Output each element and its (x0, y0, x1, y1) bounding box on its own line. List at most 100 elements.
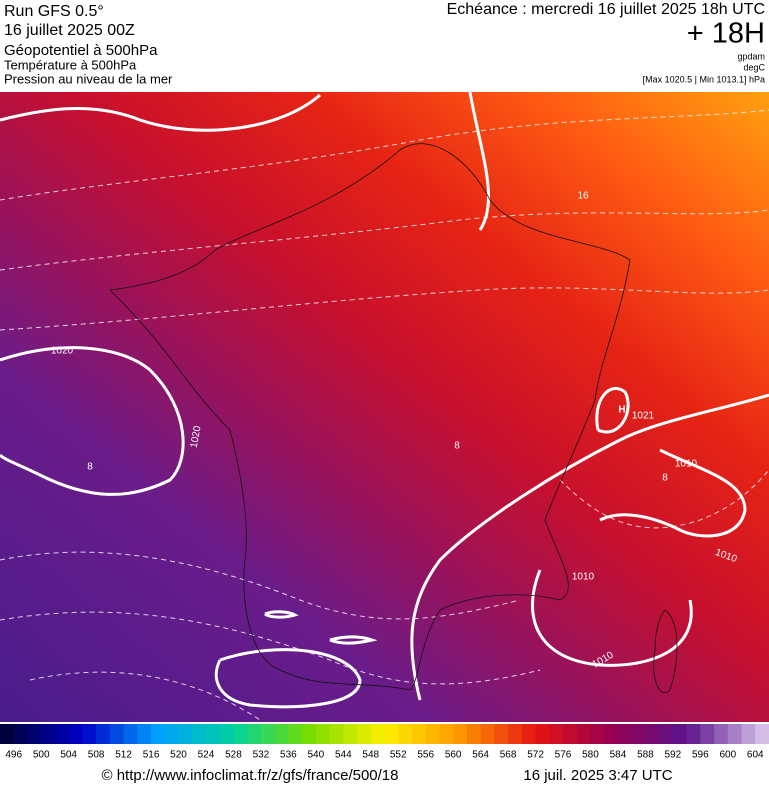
colorbar-swatch (178, 724, 193, 744)
colorbar-label: 604 (747, 750, 764, 761)
footer-date: 16 juil. 2025 3:47 UTC (523, 767, 672, 784)
colorbar-label: 548 (362, 750, 379, 761)
colorbar-label: 528 (225, 750, 242, 761)
field-label: Pression au niveau de la mer (4, 71, 173, 86)
map-field (0, 92, 769, 722)
pressure-range: [Max 1020.5 | Min 1013.1] hPa (643, 74, 765, 84)
colorbar-swatch (123, 724, 138, 744)
colorbar-label: 512 (115, 750, 132, 761)
contour-label: 8 (87, 462, 93, 473)
colorbar-label: 588 (637, 750, 654, 761)
colorbar-label: 584 (610, 750, 627, 761)
colorbar-swatch (357, 724, 372, 744)
contour-label: 1010 (675, 459, 698, 470)
colorbar-swatch (741, 724, 756, 744)
contour-label: 8 (454, 441, 460, 452)
colorbar-swatch (686, 724, 701, 744)
colorbar-swatch (617, 724, 633, 744)
colorbar-swatch (13, 724, 28, 744)
colorbar-swatch (411, 724, 427, 744)
colorbar-label: 556 (417, 750, 434, 761)
coastlines (109, 143, 678, 693)
colorbar-label: 516 (143, 750, 160, 761)
colorbar-label: 536 (280, 750, 297, 761)
unit: degC (743, 62, 765, 72)
header: Run GFS 0.5° 16 juillet 2025 00Z Géopote… (4, 1, 766, 86)
colorbar-label: 504 (60, 750, 77, 761)
colorbar-label: 496 (5, 750, 22, 761)
temperature-lines (0, 109, 769, 721)
colorbar-swatch (219, 724, 234, 744)
colorbar-swatch (590, 724, 605, 744)
colorbar-swatch (535, 724, 550, 744)
colorbar-swatch (714, 724, 729, 744)
colorbar-swatch (508, 724, 523, 744)
colorbar-swatch (151, 724, 166, 744)
colorbar-swatch (68, 724, 83, 744)
colorbar-swatch (755, 724, 769, 744)
run-date: 16 juillet 2025 00Z (4, 22, 135, 39)
colorbar-swatch (466, 724, 482, 744)
colorbar-swatch (0, 724, 15, 744)
field-label: Géopotentiel à 500hPa (4, 42, 158, 59)
colorbar-swatch (439, 724, 454, 744)
colorbar-swatch (274, 724, 289, 744)
contour-label: 8 (662, 473, 668, 484)
colorbar-swatch (659, 724, 674, 744)
colorbar-swatch (137, 724, 152, 744)
colorbar-label: 520 (170, 750, 187, 761)
colorbar-swatch (494, 724, 509, 744)
colorbar-swatch (425, 724, 440, 744)
colorbar-swatch (164, 724, 180, 744)
colorbar-swatch (480, 724, 495, 744)
colorbar-swatch (233, 724, 248, 744)
colorbar-label: 508 (88, 750, 105, 761)
colorbar-label: 600 (719, 750, 736, 761)
colorbar-swatch (247, 724, 262, 744)
colorbar-swatch (549, 724, 564, 744)
colorbar-swatch (41, 724, 56, 744)
colorbar-label: 544 (335, 750, 352, 761)
colorbar: 496 500 504 508 512 516 520 524 528 532 536 540 544 5… (0, 724, 769, 761)
colorbar-swatch (315, 724, 331, 744)
colorbar-label: 500 (33, 750, 50, 761)
colorbar-swatch (700, 724, 715, 744)
colorbar-swatch (645, 724, 660, 744)
colorbar-swatch (329, 724, 344, 744)
colorbar-swatch (727, 724, 743, 744)
lead-time: + 18H (687, 18, 765, 50)
colorbar-swatch (192, 724, 207, 744)
colorbar-label: 540 (307, 750, 324, 761)
colorbar-swatch (384, 724, 399, 744)
colorbar-label: 568 (500, 750, 517, 761)
colorbar-swatch (631, 724, 646, 744)
contour-label: 1021 (632, 411, 655, 422)
forecast-title: Echéance : mercredi 16 juillet 2025 18h … (447, 1, 765, 18)
colorbar-swatch (54, 724, 70, 744)
colorbar-swatch (343, 724, 358, 744)
colorbar-swatch (82, 724, 97, 744)
colorbar-swatch (521, 724, 537, 744)
colorbar-label: 596 (692, 750, 709, 761)
contour-label: 1020 (189, 425, 204, 449)
colorbar-swatch (302, 724, 317, 744)
colorbar-swatch (370, 724, 385, 744)
colorbar-swatch (96, 724, 111, 744)
contour-label: H (618, 405, 625, 416)
field-label: Température à 500hPa (4, 57, 137, 72)
colorbar-swatch (604, 724, 619, 744)
run-label: Run GFS 0.5° (4, 3, 104, 20)
contour-label: 1010 (572, 572, 595, 583)
colorbar-label: 560 (445, 750, 462, 761)
footer-source: © http://www.infoclimat.fr/z/gfs/france/… (101, 767, 398, 784)
colorbar-label: 576 (555, 750, 572, 761)
colorbar-swatch (398, 724, 413, 744)
colorbar-label: 552 (390, 750, 407, 761)
colorbar-label: 532 (253, 750, 270, 761)
contour-label: 1020 (51, 346, 74, 357)
colorbar-label: 572 (527, 750, 544, 761)
contour-label: 16 (577, 191, 589, 202)
colorbar-label: 564 (472, 750, 489, 761)
